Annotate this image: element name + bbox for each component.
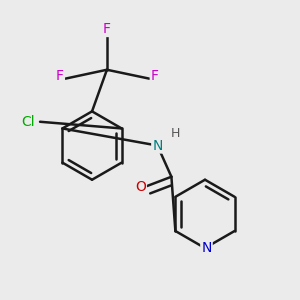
Text: N: N — [152, 139, 163, 152]
Text: O: O — [135, 180, 146, 194]
Text: N: N — [201, 241, 212, 255]
Text: F: F — [103, 22, 111, 36]
Text: F: F — [56, 69, 64, 83]
Text: Cl: Cl — [21, 115, 35, 129]
Text: F: F — [151, 69, 159, 83]
Text: H: H — [171, 127, 181, 140]
